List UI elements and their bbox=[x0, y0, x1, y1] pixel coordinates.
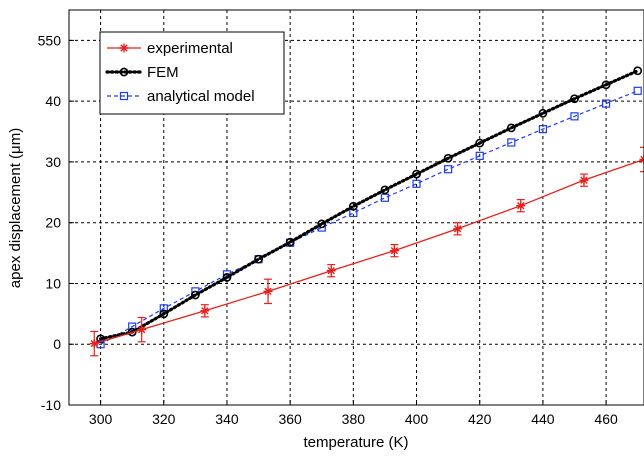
data-point bbox=[119, 91, 129, 101]
data-point bbox=[601, 80, 611, 90]
data-point bbox=[412, 179, 421, 188]
data-point bbox=[380, 193, 390, 202]
ticks: 300 320 340 360 380 400 420 440 460 -10 0 10 20 30 40 5… bbox=[38, 32, 618, 427]
legend-entry-FEM: FEM bbox=[105, 64, 179, 81]
legend-entry-experimental: experimental bbox=[107, 40, 233, 57]
series-layer bbox=[89, 66, 644, 357]
series-line bbox=[100, 90, 638, 345]
data-point bbox=[137, 325, 147, 335]
data-point bbox=[475, 151, 484, 160]
data-point bbox=[380, 185, 390, 195]
data-point bbox=[159, 309, 169, 319]
x-tick-label: 380 bbox=[342, 411, 366, 427]
y-tick-label: 20 bbox=[45, 215, 61, 231]
series-analytical-model bbox=[96, 86, 642, 349]
legend-entry-analytical-model: analytical model bbox=[107, 88, 255, 105]
data-point bbox=[127, 327, 137, 337]
x-tick-label: 440 bbox=[531, 411, 555, 427]
data-point bbox=[538, 108, 548, 118]
series-experimental bbox=[89, 146, 644, 357]
y-tick-label: 40 bbox=[45, 93, 61, 109]
y-tick-label: -10 bbox=[41, 397, 61, 413]
plot-frame bbox=[68, 9, 644, 406]
x-tick-label: 320 bbox=[152, 411, 176, 427]
data-point bbox=[348, 201, 358, 211]
data-point bbox=[506, 123, 516, 133]
data-point bbox=[317, 219, 327, 229]
x-axis-label: temperature (K) bbox=[303, 434, 408, 451]
data-point bbox=[119, 67, 129, 77]
y-tick-label: 0 bbox=[53, 336, 61, 352]
data-point bbox=[453, 224, 463, 234]
data-point bbox=[507, 138, 516, 147]
x-tick-label: 360 bbox=[278, 411, 302, 427]
data-point bbox=[570, 112, 579, 121]
data-point bbox=[601, 99, 611, 108]
data-point bbox=[516, 201, 526, 211]
data-point bbox=[326, 266, 336, 276]
y-axis-label: apex displacement (μm) bbox=[7, 128, 24, 288]
data-point bbox=[254, 254, 263, 264]
x-tick-label: 420 bbox=[468, 411, 492, 427]
data-point bbox=[128, 322, 137, 331]
data-point bbox=[475, 138, 485, 148]
series-line bbox=[98, 69, 640, 341]
data-point bbox=[190, 290, 200, 300]
data-point bbox=[89, 339, 99, 349]
data-point bbox=[633, 66, 643, 76]
legend-label: analytical model bbox=[147, 88, 255, 105]
legend-label: FEM bbox=[147, 64, 179, 81]
data-point bbox=[389, 246, 399, 256]
data-point bbox=[443, 153, 453, 163]
x-tick-label: 300 bbox=[89, 411, 113, 427]
legend: experimental FEM analytical model bbox=[99, 31, 285, 115]
x-tick-label: 340 bbox=[215, 411, 239, 427]
data-point bbox=[570, 94, 579, 104]
data-point bbox=[412, 169, 421, 179]
y-tick-label: 30 bbox=[45, 154, 61, 170]
data-point bbox=[538, 125, 548, 134]
x-tick-label: 460 bbox=[594, 411, 618, 427]
data-point bbox=[639, 154, 644, 164]
series-line bbox=[94, 158, 644, 345]
data-point bbox=[579, 175, 589, 185]
data-point bbox=[285, 237, 295, 247]
data-point bbox=[200, 306, 210, 316]
data-point bbox=[633, 86, 642, 95]
data-point bbox=[263, 286, 273, 296]
data-point bbox=[222, 272, 232, 282]
y-tick-label: 10 bbox=[45, 275, 61, 291]
legend-label: experimental bbox=[147, 40, 233, 57]
data-point bbox=[444, 165, 453, 174]
y-tick-label: 550 bbox=[38, 32, 62, 48]
x-tick-label: 400 bbox=[405, 411, 429, 427]
series-FEM bbox=[96, 66, 643, 344]
data-point bbox=[159, 304, 168, 313]
data-point bbox=[119, 43, 129, 53]
